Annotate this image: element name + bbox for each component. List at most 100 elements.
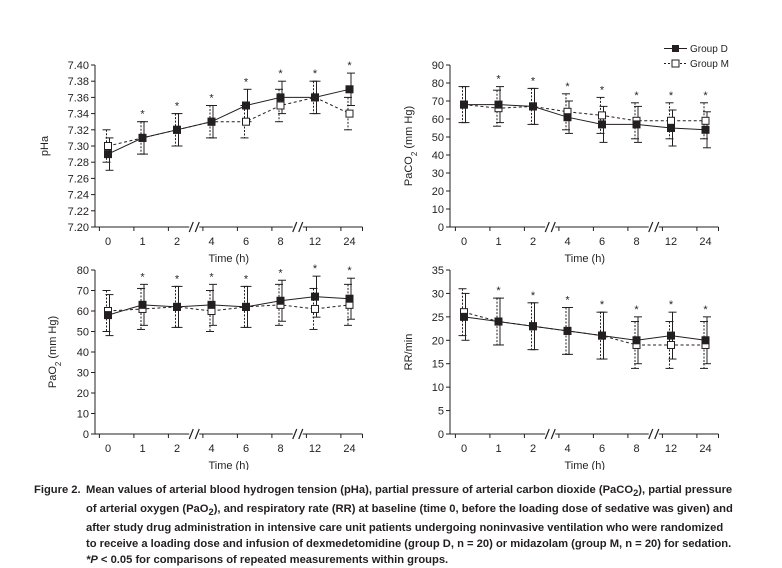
caption-part: ), partial pressure of arterial oxygen (… <box>86 484 733 516</box>
caption-part: ), and respiratory rate (RR) at baseline… <box>86 503 733 551</box>
significance-star: * <box>634 304 639 316</box>
series-group-d-point <box>242 302 250 311</box>
x-tick-label: 4 <box>208 236 214 248</box>
significance-star: * <box>347 265 352 277</box>
caption-part: Mean values of arterial blood hydrogen t… <box>86 484 634 496</box>
series-group-d-point <box>563 113 572 122</box>
x-tick-label: 4 <box>208 443 214 455</box>
y-tick-label: 10 <box>432 204 444 216</box>
series-group-d-point <box>632 336 641 345</box>
legend-label-group-d: Group D <box>690 44 728 55</box>
caption-part: < 0.05 for comparisons of repeated measu… <box>97 554 449 567</box>
y-tick-label: 7.34 <box>68 109 89 121</box>
y-tick-label: 30 <box>432 288 444 300</box>
series-group-d-point <box>667 124 675 132</box>
axis-break-mark <box>544 221 550 233</box>
significance-star: * <box>175 273 180 285</box>
series-group-m-point <box>701 116 710 125</box>
x-tick-label: 6 <box>599 443 605 455</box>
x-tick-label: 1 <box>139 443 145 455</box>
x-tick-label: 8 <box>633 443 639 455</box>
series-group-d-point <box>701 336 710 345</box>
series-group-d-line <box>107 296 350 316</box>
series-group-m-point <box>598 111 606 120</box>
figure-caption: Figure 2. Mean values of arterial blood h… <box>34 482 742 568</box>
series-group-m-point <box>242 117 250 126</box>
series-group-d-point <box>460 312 468 321</box>
axis-break-mark <box>188 221 194 233</box>
axis-break-mark <box>648 428 654 440</box>
y-tick-label: 7.20 <box>68 222 89 234</box>
series-group-m-point <box>345 109 354 118</box>
x-tick-label: 2 <box>174 236 180 248</box>
x-tick-label: 8 <box>277 236 283 248</box>
axis-break-mark <box>550 221 556 233</box>
x-tick-label: 2 <box>530 443 536 455</box>
axis-break-mark <box>544 428 550 440</box>
significance-star: * <box>313 263 318 275</box>
significance-star: * <box>669 90 674 102</box>
y-tick-label: 35 <box>432 265 444 277</box>
x-tick-label: 4 <box>564 443 570 455</box>
x-tick-label: 1 <box>495 236 501 248</box>
y-tick-label: 20 <box>432 335 444 347</box>
x-tick-label: 6 <box>599 236 605 248</box>
series-group-d-point <box>207 300 216 309</box>
series-group-m-point <box>276 101 285 110</box>
series-group-m-line <box>107 304 350 312</box>
legend: Group D Group M <box>664 44 729 70</box>
axis-break-mark <box>194 221 200 233</box>
series-group-d-point <box>345 85 354 94</box>
series-group-d-line <box>464 104 706 131</box>
x-axis-label: Time (h) <box>208 253 249 265</box>
y-tick-label: 7.30 <box>68 141 89 153</box>
significance-star: * <box>496 74 501 86</box>
series-group-d-point <box>138 133 147 142</box>
caption-part: P <box>90 554 98 567</box>
series-group-m-point <box>667 116 675 125</box>
y-axis-label-part: 2 <box>54 361 63 366</box>
y-tick-label: 7.38 <box>68 76 89 88</box>
x-tick-label: 0 <box>461 443 467 455</box>
significance-star: * <box>496 285 501 297</box>
x-tick-label: 12 <box>665 236 677 248</box>
series-group-m-point <box>667 340 675 349</box>
y-tick-label: 5 <box>438 406 444 418</box>
series-group-d-point <box>345 294 354 303</box>
x-tick-label: 12 <box>309 236 321 248</box>
y-tick-label: 7.28 <box>68 157 89 169</box>
series-group-d-point <box>173 125 181 134</box>
series-group-d-point <box>701 125 710 134</box>
series-group-d-point <box>632 120 641 129</box>
y-tick-label: 50 <box>432 132 444 144</box>
y-tick-label: 30 <box>77 368 89 380</box>
x-tick-label: 12 <box>309 443 321 455</box>
x-tick-label: 2 <box>530 236 536 248</box>
axis-break-mark <box>654 221 660 233</box>
caption-part: 2 <box>633 488 639 499</box>
series-group-m-line <box>463 104 706 122</box>
axis-break-gap <box>292 428 303 440</box>
y-tick-label: 40 <box>77 347 89 359</box>
x-tick-label: 0 <box>105 236 111 248</box>
series-group-d-point <box>529 322 537 331</box>
series-group-d-point <box>276 93 285 102</box>
x-axis-label: Time (h) <box>208 460 249 470</box>
significance-star: * <box>244 76 249 88</box>
series-group-d-point <box>460 100 468 109</box>
x-tick-label: 1 <box>495 443 501 455</box>
axis-break-mark <box>188 428 194 440</box>
significance-star: * <box>278 267 283 279</box>
y-tick-label: 80 <box>432 78 444 90</box>
axis-break-mark <box>550 428 556 440</box>
series-group-d-point <box>598 120 606 129</box>
axis-break-gap <box>545 428 556 440</box>
y-tick-label: 20 <box>77 388 89 400</box>
series-group-m-line <box>463 311 706 346</box>
y-tick-label: 70 <box>432 96 444 108</box>
x-tick-label: 6 <box>243 236 249 248</box>
caption-part: 2 <box>208 507 214 518</box>
x-tick-label: 8 <box>633 236 639 248</box>
series-group-d-point <box>207 117 216 126</box>
